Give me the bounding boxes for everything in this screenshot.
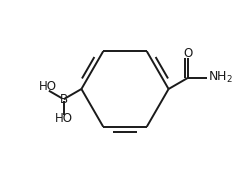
Text: NH$_2$: NH$_2$ bbox=[208, 70, 233, 85]
Text: HO: HO bbox=[39, 80, 57, 93]
Text: O: O bbox=[183, 47, 192, 60]
Text: HO: HO bbox=[55, 112, 73, 125]
Text: B: B bbox=[60, 93, 68, 106]
